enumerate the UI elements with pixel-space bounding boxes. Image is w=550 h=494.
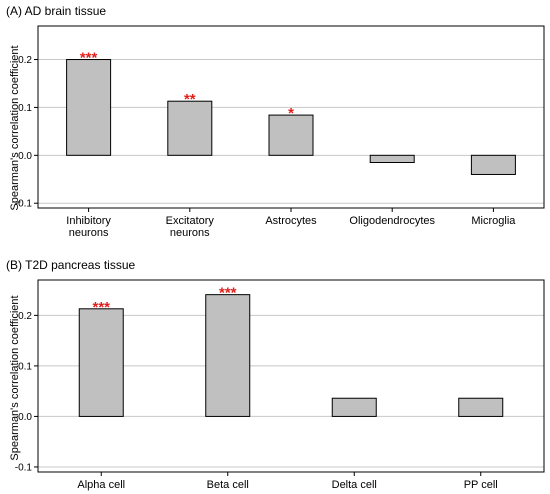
panel-a-y-tick-label: 0.2 — [18, 55, 32, 66]
panel-a-x-tick-label: neurons — [69, 227, 109, 239]
panel-b-x-tick-label: Beta cell — [207, 479, 249, 491]
panel-b-bar — [205, 294, 251, 417]
panel-a-significance-label: ** — [184, 91, 196, 108]
panel-a-x-tick-label: neurons — [170, 227, 210, 239]
panel-b-title: (B) T2D pancreas tissue — [6, 258, 136, 272]
panel-b-x-tick-label: PP cell — [464, 479, 498, 491]
panel-a-y-tick-label: 0.1 — [18, 103, 32, 114]
panel-a-x-tick-label: Inhibitory — [66, 215, 111, 227]
panel-a-x-tick-label: Microglia — [471, 215, 516, 227]
panel-b-x-tick-label: Alpha cell — [77, 479, 125, 491]
panel-a-bar — [167, 100, 213, 156]
panel-b-y-tick-label: 0.0 — [18, 412, 32, 423]
panel-a-significance-label: * — [288, 105, 294, 122]
panel-a-y-tick-label: 0.0 — [18, 151, 32, 162]
panel-b-x-tick-label: Delta cell — [332, 479, 377, 491]
panel-a-y-tick-label: -0.1 — [15, 199, 33, 210]
panel-a-title: (A) AD brain tissue — [6, 4, 107, 18]
panel-a-plot: -0.10.00.10.2Inhibitoryneurons***Excitat… — [15, 25, 545, 239]
panel-b-bar — [458, 397, 504, 417]
panel-b-y-tick-label: 0.2 — [18, 311, 32, 322]
panel-b-y-tick-label: -0.1 — [15, 462, 33, 473]
panel-b-bar — [331, 397, 377, 417]
panel-a-bar — [369, 154, 415, 164]
panel-a-x-tick-label: Excitatory — [166, 215, 215, 227]
panel-b-bar — [78, 308, 124, 417]
panel-b-significance-label: *** — [219, 285, 237, 302]
panel-a-significance-label: *** — [80, 50, 98, 67]
panel-a-x-tick-label: Astrocytes — [265, 215, 317, 227]
panel-b-y-tick-label: 0.1 — [18, 361, 32, 372]
panel-b-plot: -0.1 0.0 0.1 0.2 Alpha cell *** Beta cell *** De… — [15, 279, 545, 491]
panel-a-bar — [66, 59, 112, 156]
panel-b-axes-frame — [37, 279, 545, 473]
panel-b-significance-label: *** — [92, 299, 110, 316]
panel-a-bar — [470, 154, 516, 175]
panel-a-bar — [268, 114, 314, 156]
panel-a-x-tick-label: Oligodendrocytes — [349, 215, 435, 227]
